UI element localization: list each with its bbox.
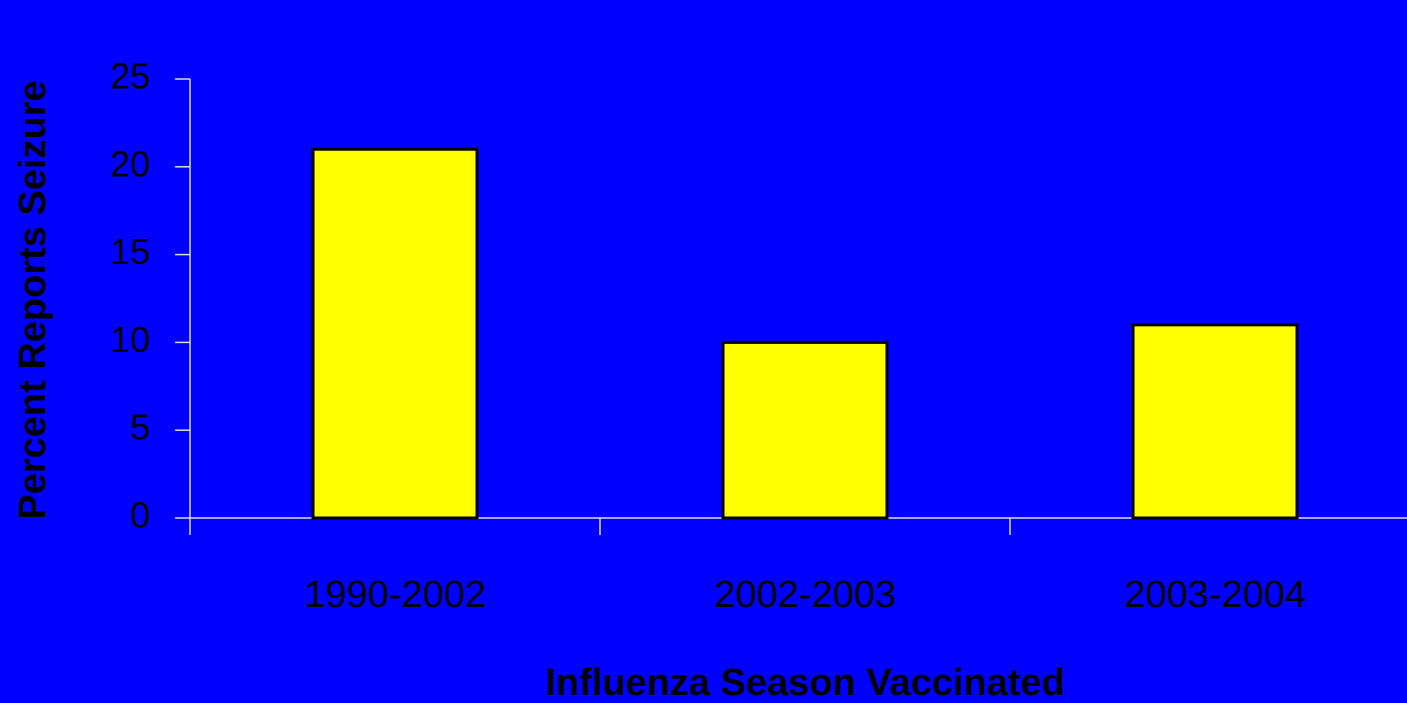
x-tick-label: 2002-2003: [714, 574, 896, 616]
y-tick-label: 5: [130, 407, 150, 448]
y-tick-label: 10: [110, 319, 150, 360]
x-tick-label: 2003-2004: [1124, 574, 1306, 616]
y-tick-label: 25: [110, 56, 150, 97]
y-tick-label: 20: [110, 143, 150, 184]
x-axis-title: Influenza Season Vaccinated: [545, 662, 1065, 703]
x-tick-label: 1990-2002: [304, 574, 486, 616]
y-tick-label: 0: [130, 495, 150, 536]
bar: [1131, 323, 1299, 520]
bar: [721, 340, 889, 520]
y-axis-title: Percent Reports Seizure: [12, 80, 54, 519]
y-tick-label: 15: [110, 231, 150, 272]
bar: [311, 147, 479, 520]
